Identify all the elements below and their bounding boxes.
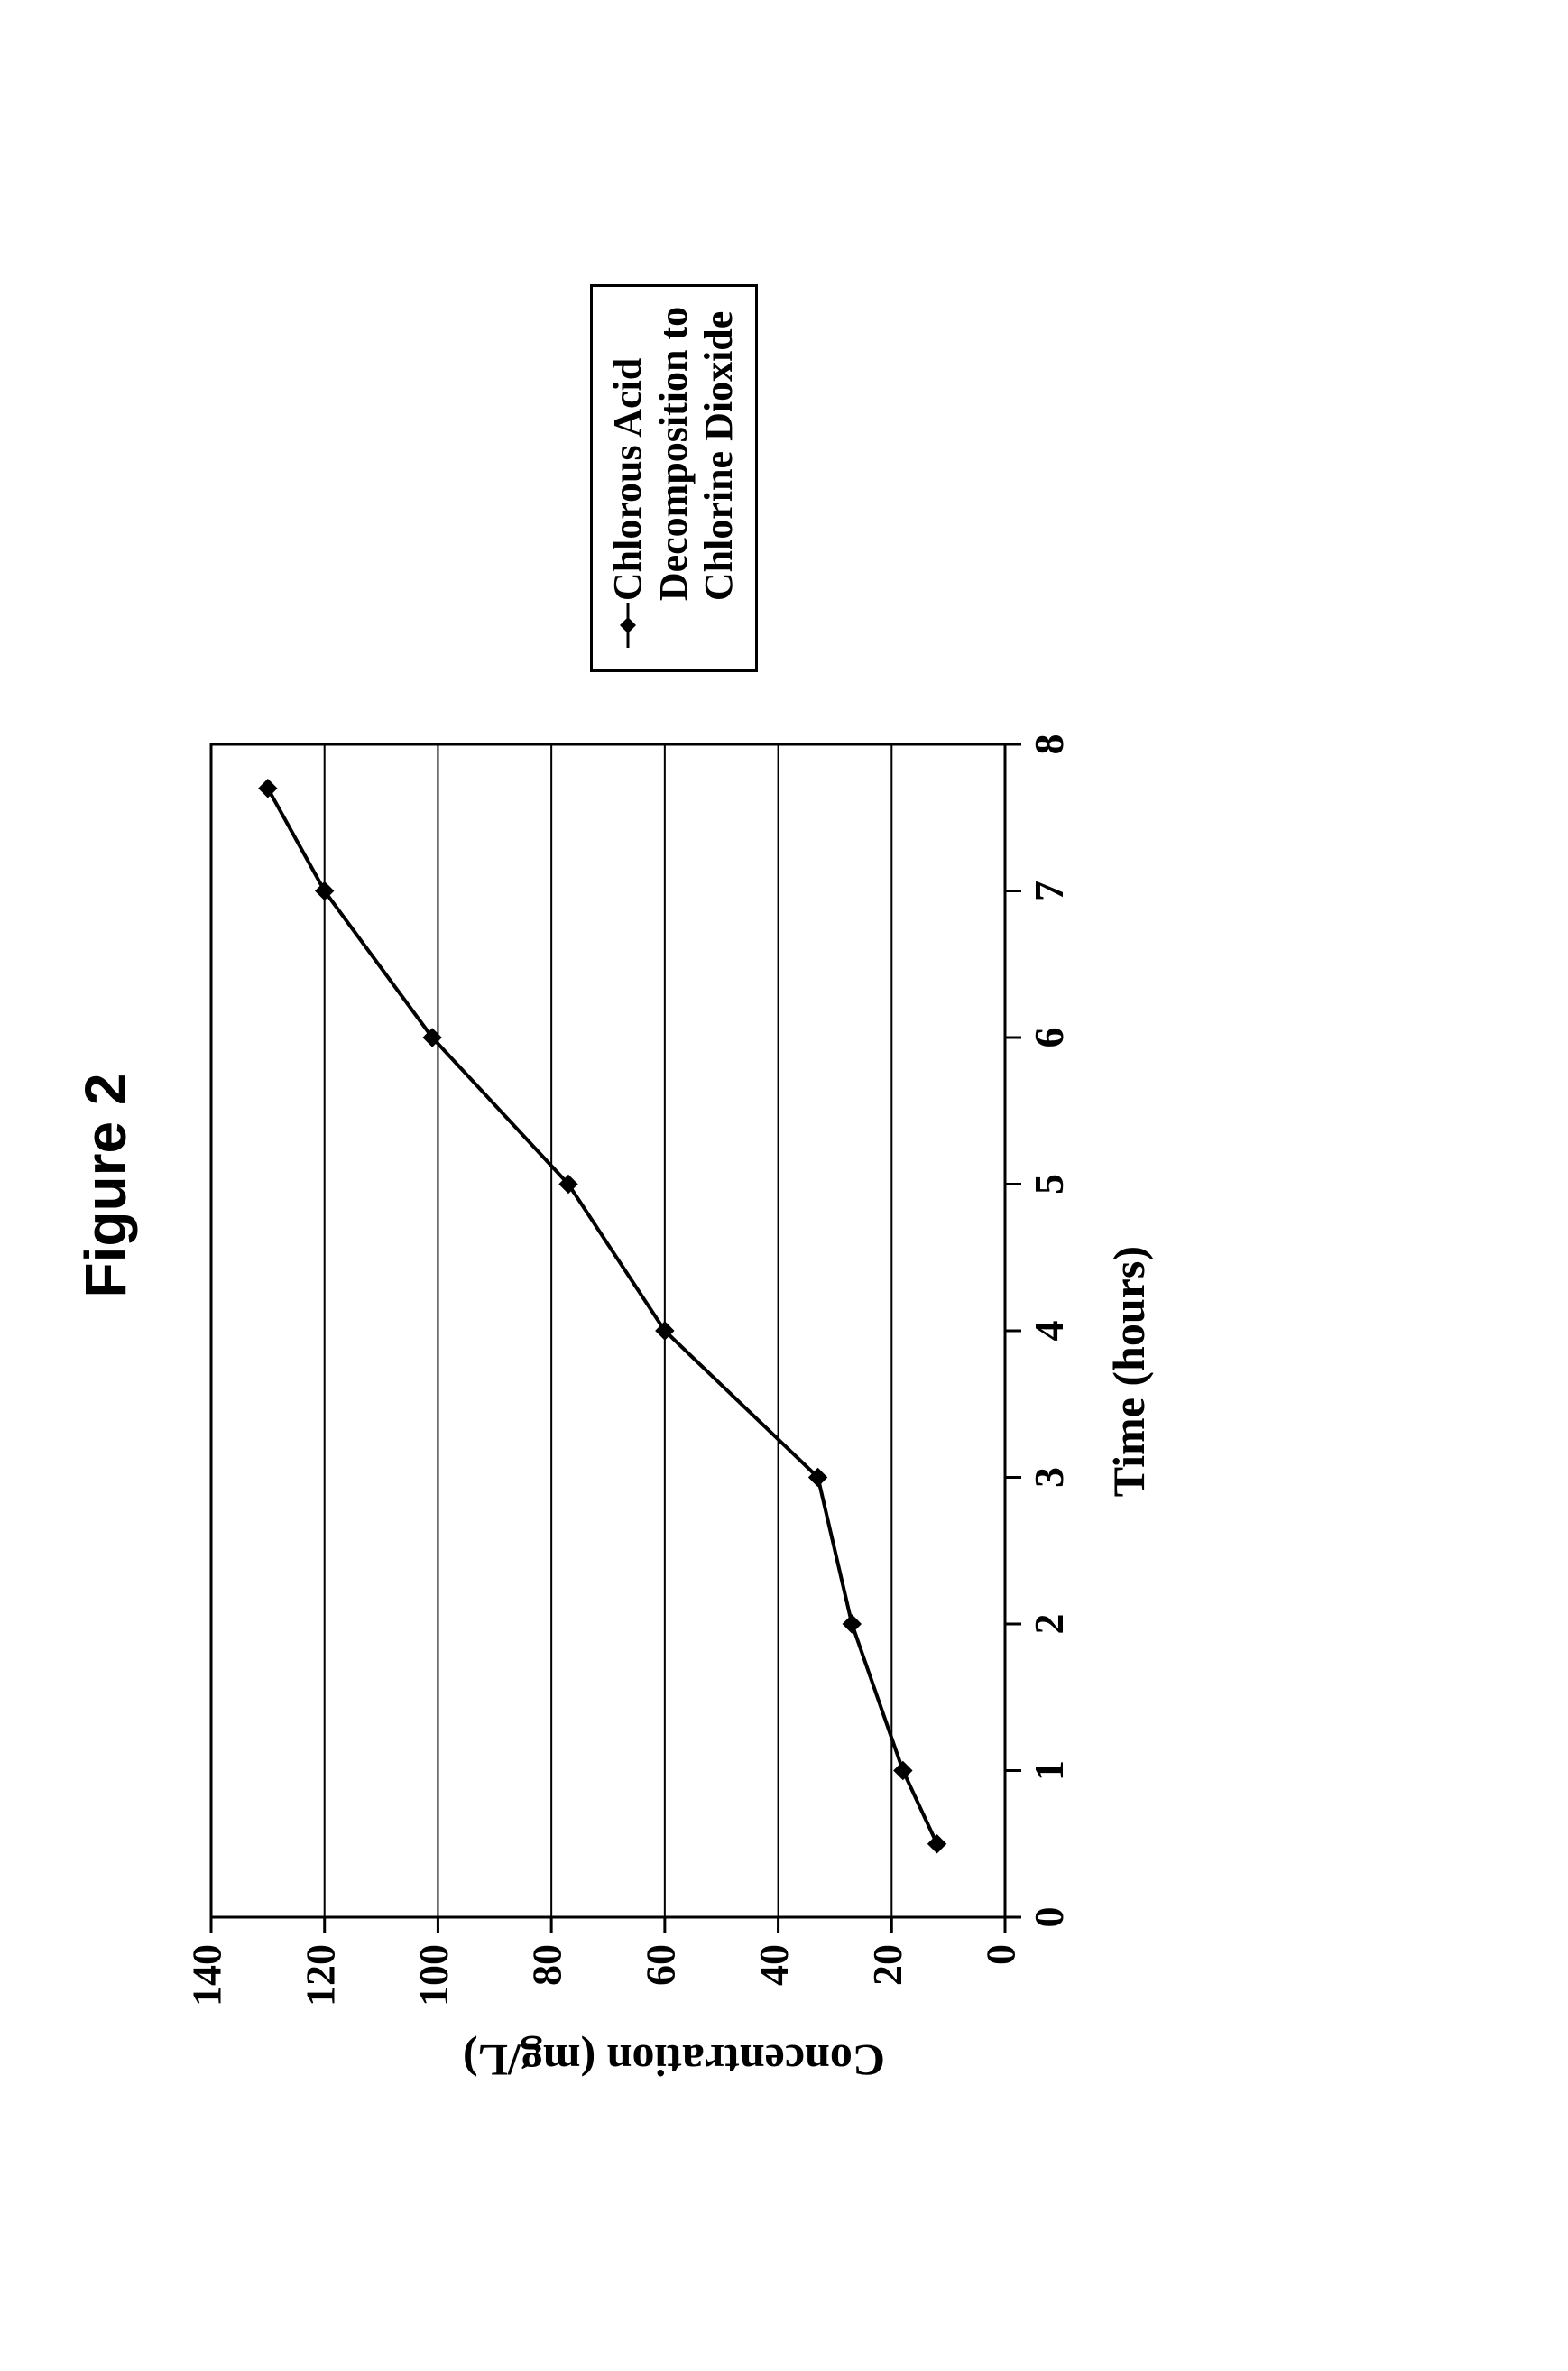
axes-col: Concentration (mg/L) 0204060801001201400… <box>193 726 1155 2087</box>
chart-block: Concentration (mg/L) 0204060801001201400… <box>193 0 1155 2371</box>
x-axis-label: Time (hours) <box>1102 1246 1155 1497</box>
legend-line: Decomposition to <box>651 307 697 601</box>
x-tick-label: 3 <box>1026 1467 1072 1488</box>
x-tick-label: 8 <box>1026 734 1072 755</box>
y-tick-label: 100 <box>410 1944 457 2007</box>
y-tick-label: 60 <box>637 1944 683 1986</box>
legend-line: Chlorous Acid <box>605 307 651 601</box>
rotated-content: Figure 2 Concentration (mg/L) 0204060801… <box>0 0 1568 2371</box>
legend-marker-slot <box>605 601 641 650</box>
x-tick-label: 4 <box>1026 1321 1072 1342</box>
y-tick-label: 80 <box>524 1944 570 1986</box>
y-tick-label: 0 <box>978 1944 1024 1965</box>
figure-title: Figure 2 <box>72 0 139 2371</box>
y-tick-label: 40 <box>751 1944 797 1986</box>
x-tick-label: 6 <box>1026 1028 1072 1048</box>
x-tick-label: 1 <box>1026 1760 1072 1781</box>
legend-marker <box>614 601 641 650</box>
plot-area: 0 20 40 60 80 100 120 140 0 1 2 3 4 5 6 7 8 <box>193 726 1086 2016</box>
legend: Chlorous AcidDecomposition toChlorine Di… <box>590 284 758 672</box>
y-axis-label: Concentration (mg/L) <box>463 2034 885 2087</box>
x-tick-label: 0 <box>1026 1907 1072 1928</box>
y-tick-label: 120 <box>297 1944 343 2007</box>
y-tick-label: 20 <box>864 1944 910 1986</box>
legend-text: Chlorous AcidDecomposition toChlorine Di… <box>605 307 742 601</box>
y-tick-label: 140 <box>193 1944 230 2007</box>
x-tick-label: 7 <box>1026 881 1072 901</box>
legend-line: Chlorine Dioxide <box>696 307 742 601</box>
page-root: { "figure": { "page_width_px": 1738, "pa… <box>0 0 1568 2371</box>
x-tick-label: 5 <box>1026 1174 1072 1195</box>
plot-stack: 0 20 40 60 80 100 120 140 0 1 2 3 4 5 6 7 8 Time (hours) <box>193 726 1155 2016</box>
x-tick-label: 2 <box>1026 1614 1072 1635</box>
